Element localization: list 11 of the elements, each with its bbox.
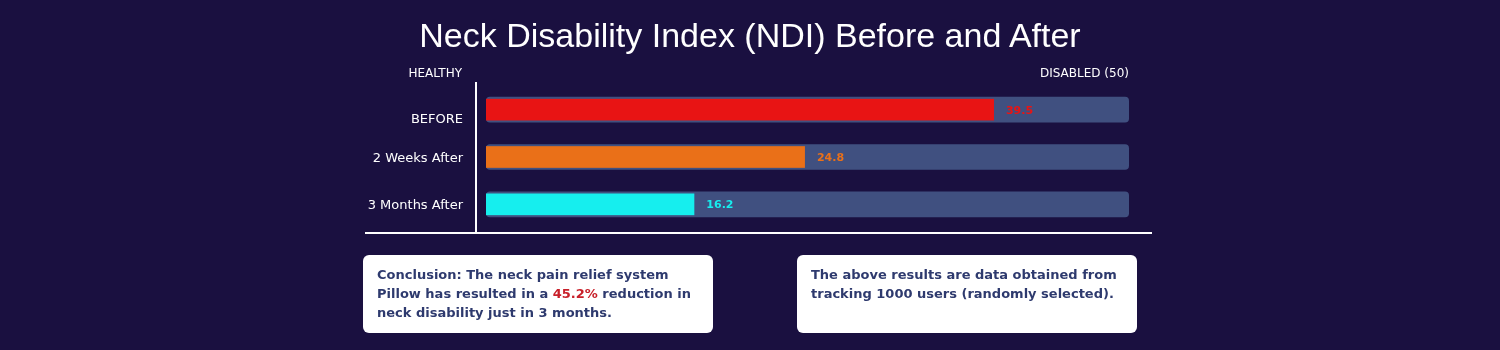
- text: HEALTHY: [408, 66, 463, 80]
- text: The above results are data obtained from tracking 1000 users (randomly selected).: [811, 267, 1117, 301]
- text: DISABLED (50): [1039, 66, 1129, 80]
- chart-title: Neck Disability Index (NDI) Before and After: [419, 16, 1081, 54]
- data-label: 39.5: [1005, 103, 1034, 117]
- y-tick-label: 3 Months After: [367, 197, 464, 213]
- data-label: 24.8: [816, 151, 845, 164]
- y-tick-label: BEFORE: [410, 110, 463, 126]
- text: Conclusion: The neck pain relief system Pillow has resulted in a 45.2% reduction in neck disability just in 3 months.: [377, 267, 691, 320]
- data-label: 16.2: [706, 198, 734, 212]
- y-tick-label: 2 Weeks After: [372, 150, 464, 165]
